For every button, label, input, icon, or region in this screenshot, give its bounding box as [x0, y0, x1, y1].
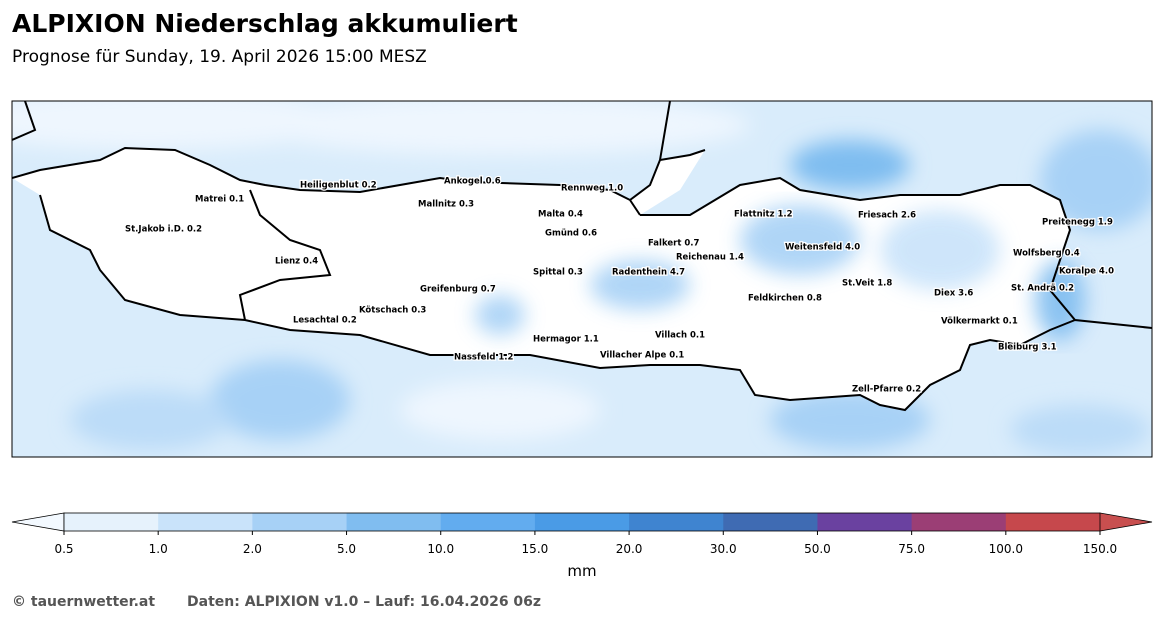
station-label: Heiligenblut 0.2	[300, 181, 377, 191]
station-label: Rennweg 1.0	[561, 184, 623, 194]
colorbar-tick-label: 5.0	[337, 542, 356, 556]
colorbar-segment	[817, 513, 913, 531]
colorbar-tick-label: 30.0	[710, 542, 737, 556]
colorbar-segment	[534, 513, 630, 531]
station-label: Bleiburg 3.1	[998, 343, 1057, 353]
station-label: Malta 0.4	[538, 210, 583, 220]
colorbar-segment	[440, 513, 536, 531]
colorbar-segment	[252, 513, 348, 531]
source: Daten: ALPIXION v1.0 – Lauf: 16.04.2026 …	[187, 594, 541, 610]
map-frame	[11, 100, 1153, 458]
colorbar-segment	[723, 513, 818, 531]
colorbar-segment	[64, 513, 159, 531]
station-label: Gmünd 0.6	[545, 229, 597, 239]
station-label: Weitensfeld 4.0	[785, 243, 860, 253]
map: Heiligenblut 0.2 Ankogel 0.6 Rennweg 1.0 Ma…	[12, 101, 1152, 457]
colorbar-tick-label: 20.0	[616, 542, 643, 556]
colorbar-tick-label: 150.0	[1083, 542, 1117, 556]
station-label: Matrei 0.1	[195, 195, 244, 205]
station-label: Greifenburg 0.7	[420, 285, 496, 295]
colorbar-tick-label: 1.0	[149, 542, 168, 556]
colorbar-tick-label: 50.0	[804, 542, 831, 556]
station-label: Villach 0.1	[655, 331, 705, 341]
colorbar-segment	[158, 513, 253, 531]
station-label: Völkermarkt 0.1	[941, 317, 1018, 327]
station-label: Diex 3.6	[934, 289, 973, 299]
colorbar-tick-label: 0.5	[54, 542, 73, 556]
station-label: Friesach 2.6	[858, 211, 916, 221]
station-label: St.Veit 1.8	[842, 279, 892, 289]
station-label: Preitenegg 1.9	[1042, 218, 1113, 228]
station-label: St.Jakob i.D. 0.2	[125, 225, 202, 235]
colorbar-tick-label: 75.0	[898, 542, 925, 556]
colorbar-segment	[346, 513, 442, 531]
colorbar-tick-label: 2.0	[243, 542, 262, 556]
station-label: Zell-Pfarre 0.2	[852, 385, 921, 395]
colorbar-tick-label: 100.0	[989, 542, 1023, 556]
colorbar-over	[1099, 512, 1153, 532]
station-label: Reichenau 1.4	[676, 253, 744, 263]
colorbar-tick-label: 15.0	[522, 542, 549, 556]
station-label: Flattnitz 1.2	[734, 210, 793, 220]
colorbar-segment	[1005, 513, 1101, 531]
station-label: Kötschach 0.3	[359, 306, 426, 316]
colorbar-frame	[63, 512, 1101, 532]
colorbar-segment	[629, 513, 724, 531]
station-label: St. Andrä 0.2	[1011, 284, 1074, 294]
station-label: Mallnitz 0.3	[418, 200, 474, 210]
station-label: Villacher Alpe 0.1	[600, 351, 684, 361]
colorbar: 0.5 1.0 2.0 5.0 10.0 15.0 20.0 30.0 50.0 75.0 100.…	[11, 512, 1153, 556]
credit: © tauernwetter.at	[12, 594, 155, 610]
colorbar-segment	[911, 513, 1007, 531]
subtitle: Prognose für Sunday, 19. April 2026 15:0…	[12, 47, 427, 67]
colorbar-label: mm	[567, 562, 596, 580]
station-label: Lienz 0.4	[275, 257, 318, 267]
station-label: Feldkirchen 0.8	[748, 294, 822, 304]
title: ALPIXION Niederschlag akkumuliert	[12, 9, 518, 38]
station-label: Nassfeld 1.2	[454, 353, 514, 363]
station-label: Radenthein 4.7	[612, 268, 685, 278]
station-label: Ankogel 0.6	[444, 177, 501, 187]
colorbar-under	[11, 512, 65, 532]
station-label: Lesachtal 0.2	[293, 316, 357, 326]
station-label: Hermagor 1.1	[533, 335, 599, 345]
colorbar-tick-label: 10.0	[427, 542, 454, 556]
station-label: Koralpe 4.0	[1059, 267, 1114, 277]
station-label: Falkert 0.7	[648, 239, 700, 249]
station-label: Spittal 0.3	[533, 268, 583, 278]
station-label: Wolfsberg 0.4	[1013, 249, 1080, 259]
